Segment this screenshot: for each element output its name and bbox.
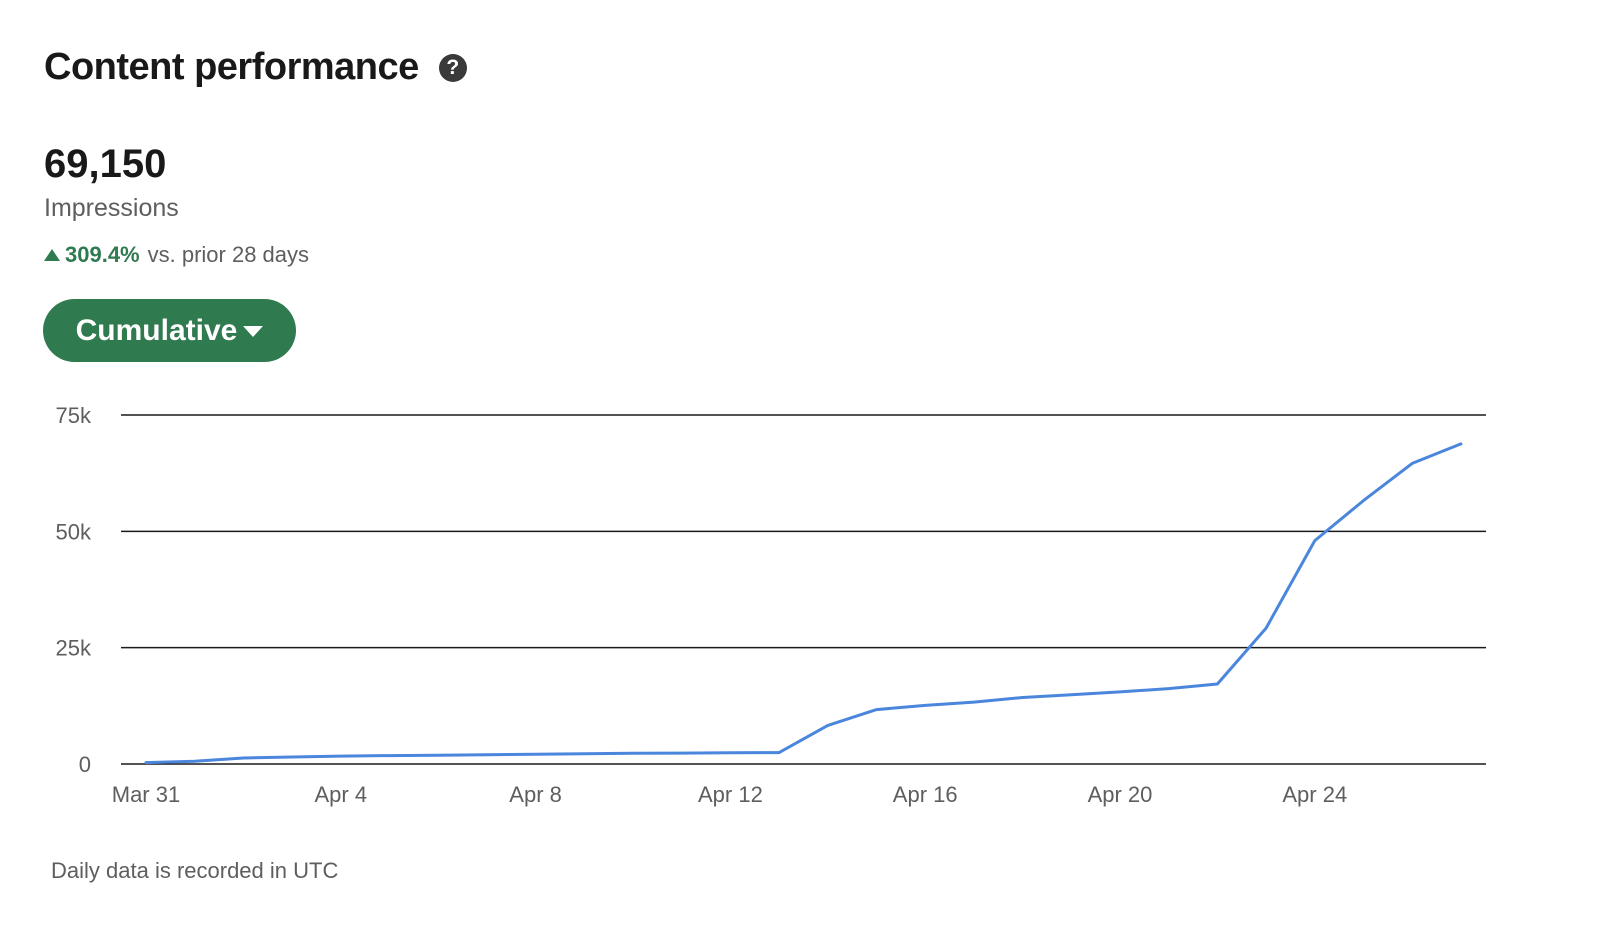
trend-up-icon xyxy=(44,249,60,261)
change-percent: 309.4% xyxy=(65,242,140,267)
card-header: Content performance ? xyxy=(44,46,467,89)
dropdown-label: Cumulative xyxy=(75,313,238,347)
x-tick-label: Apr 20 xyxy=(1088,782,1153,807)
caret-down-icon xyxy=(243,326,264,337)
y-tick-label: 25k xyxy=(56,636,92,661)
change-vs-prior: 309.4% vs. prior 28 days xyxy=(44,242,309,268)
card-title: Content performance xyxy=(44,46,419,88)
cumulative-dropdown-button[interactable]: Cumulative xyxy=(43,299,296,362)
utc-footnote: Daily data is recorded in UTC xyxy=(51,858,339,883)
impressions-series-line xyxy=(144,442,1463,765)
change-comparison-text: vs. prior 28 days xyxy=(147,242,310,267)
question-circle-icon[interactable]: ? xyxy=(438,53,467,82)
x-tick-label: Mar 31 xyxy=(112,782,180,807)
x-tick-label: Apr 24 xyxy=(1282,782,1347,807)
x-tick-label: Apr 4 xyxy=(315,782,368,807)
x-tick-label: Apr 12 xyxy=(698,782,763,807)
y-tick-label: 75k xyxy=(56,403,92,428)
y-tick-label: 0 xyxy=(79,752,91,777)
y-tick-label: 50k xyxy=(56,519,92,544)
impressions-total: 69,150 xyxy=(44,142,167,186)
impressions-line-chart: 0 25k 50k 75k Mar 31 Apr 4 Apr 8 Apr 12 Apr 16 Ap… xyxy=(56,403,1486,807)
x-tick-label: Apr 8 xyxy=(509,782,562,807)
x-tick-label: Apr 16 xyxy=(893,782,958,807)
impressions-label: Impressions xyxy=(44,194,179,222)
